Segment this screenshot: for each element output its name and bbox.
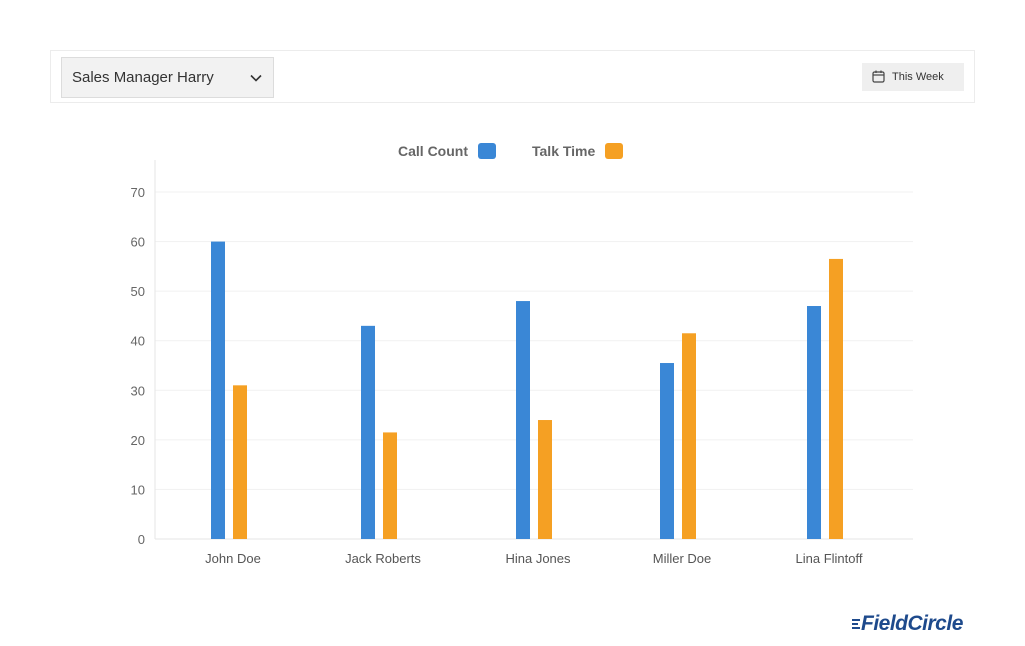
calendar-icon	[872, 70, 886, 84]
legend-label: Talk Time	[532, 143, 596, 159]
bar-talk-time	[383, 432, 397, 539]
period-label: This Week	[892, 71, 944, 83]
filter-toolbar: Sales Manager Harry This Week	[50, 50, 975, 103]
bar-talk-time	[682, 333, 696, 539]
manager-dropdown[interactable]: Sales Manager Harry	[61, 57, 274, 98]
y-tick-label: 20	[131, 433, 145, 448]
bar-call-count	[211, 241, 225, 540]
x-tick-label: Jack Roberts	[345, 551, 421, 566]
speed-lines-icon	[852, 618, 860, 630]
bar-talk-time	[233, 385, 247, 539]
x-tick-label: Hina Jones	[505, 551, 571, 566]
y-tick-label: 30	[131, 383, 145, 398]
bar-call-count	[361, 325, 375, 539]
legend-swatch	[478, 143, 496, 159]
chevron-down-icon	[249, 71, 263, 85]
y-tick-label: 60	[131, 235, 145, 250]
y-tick-label: 70	[131, 185, 145, 200]
chart-legend: Call Count Talk Time	[0, 143, 1025, 161]
bar-call-count	[516, 301, 530, 539]
bar-talk-time	[829, 258, 843, 539]
x-tick-label: Lina Flintoff	[796, 551, 863, 566]
y-tick-label: 10	[131, 482, 145, 497]
x-tick-label: Miller Doe	[653, 551, 712, 566]
y-tick-label: 0	[138, 532, 145, 547]
bar-talk-time	[538, 420, 552, 539]
bar-chart: 0 10 20 30 40 50 60 70 John Doe Jack Roberts Hina …	[131, 160, 913, 566]
legend-item-call-count[interactable]: Call Count	[398, 143, 496, 159]
bar-call-count	[807, 306, 821, 539]
y-tick-label: 40	[131, 334, 145, 349]
period-button[interactable]: This Week	[862, 63, 964, 91]
y-tick-label: 50	[131, 284, 145, 299]
legend-swatch	[605, 143, 624, 159]
legend-item-talk-time[interactable]: Talk Time	[532, 143, 624, 159]
manager-dropdown-label: Sales Manager Harry	[72, 69, 214, 86]
bar-call-count	[660, 363, 674, 539]
legend-label: Call Count	[398, 143, 468, 159]
fieldcircle-logo: FieldCircle	[852, 610, 976, 638]
logo-text: FieldCircle	[861, 612, 963, 635]
x-tick-label: John Doe	[205, 551, 261, 566]
